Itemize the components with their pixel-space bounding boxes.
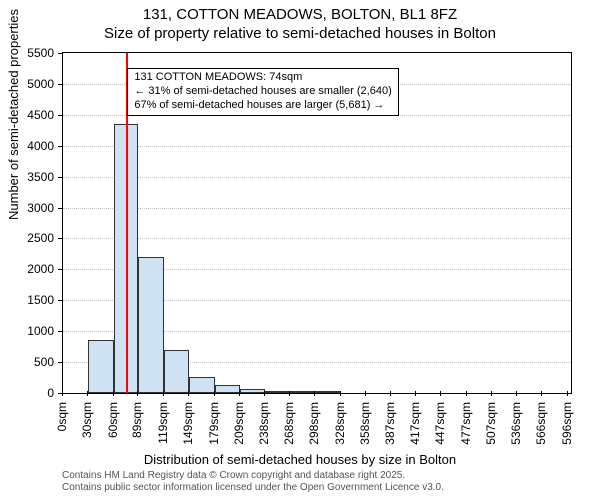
grid-line (63, 177, 571, 178)
x-tick-mark (87, 391, 88, 396)
y-tick-label: 4500 (27, 108, 54, 122)
x-tick-mark (440, 391, 441, 396)
x-tick-mark (188, 391, 189, 396)
histogram-bar (189, 377, 214, 393)
x-tick-mark (163, 391, 164, 396)
y-tick-label: 3000 (27, 201, 54, 215)
x-tick-mark (491, 391, 492, 396)
x-tick-label: 447sqm (433, 402, 447, 445)
histogram-bar (265, 391, 290, 393)
x-tick-mark (239, 391, 240, 396)
annotation-line-1: 131 COTTON MEADOWS: 74sqm (134, 71, 391, 85)
y-tick-label: 5500 (27, 46, 54, 60)
y-tick-label: 500 (34, 355, 54, 369)
x-tick-label: 0sqm (55, 402, 69, 431)
y-tick-label: 2000 (27, 262, 54, 276)
x-tick-label: 238sqm (257, 402, 271, 445)
x-tick-label: 298sqm (307, 402, 321, 445)
y-tick-label: 3500 (27, 170, 54, 184)
x-tick-label: 536sqm (509, 402, 523, 445)
x-tick-label: 268sqm (282, 402, 296, 445)
x-tick-mark (415, 391, 416, 396)
histogram-bar (215, 385, 240, 393)
histogram-bar (315, 391, 340, 393)
x-tick-mark (62, 391, 63, 396)
title-block: 131, COTTON MEADOWS, BOLTON, BL1 8FZ Siz… (0, 0, 600, 44)
x-tick-label: 477sqm (459, 402, 473, 445)
x-tick-label: 358sqm (358, 402, 372, 445)
x-tick-label: 119sqm (156, 402, 170, 444)
x-tick-container: 0sqm30sqm60sqm89sqm119sqm149sqm179sqm209… (62, 396, 572, 446)
x-tick-mark (137, 391, 138, 396)
x-tick-mark (567, 391, 568, 396)
x-tick-label: 30sqm (80, 402, 94, 438)
y-tick-container: 0500100015002000250030003500400045005000… (0, 52, 58, 394)
footer-line-1: Contains HM Land Registry data © Crown c… (62, 470, 444, 482)
y-tick-label: 4000 (27, 139, 54, 153)
x-tick-label: 89sqm (130, 402, 144, 438)
plot-area: 131 COTTON MEADOWS: 74sqm ← 31% of semi-… (62, 52, 572, 394)
chart-subtitle: Size of property relative to semi-detach… (0, 25, 600, 44)
chart-title: 131, COTTON MEADOWS, BOLTON, BL1 8FZ (0, 6, 600, 25)
annotation-line-3: 67% of semi-detached houses are larger (… (134, 99, 391, 113)
footer: Contains HM Land Registry data © Crown c… (62, 470, 444, 494)
x-tick-mark (214, 391, 215, 396)
x-tick-mark (466, 391, 467, 396)
x-tick-mark (289, 391, 290, 396)
x-tick-label: 387sqm (383, 402, 397, 445)
x-tick-label: 417sqm (408, 402, 422, 445)
y-tick-label: 5000 (27, 77, 54, 91)
x-axis-label: Distribution of semi-detached houses by … (0, 452, 600, 467)
x-tick-label: 566sqm (534, 402, 548, 445)
histogram-bar (240, 389, 265, 393)
y-tick-label: 2500 (27, 231, 54, 245)
footer-line-2: Contains public sector information licen… (62, 482, 444, 494)
x-tick-label: 596sqm (560, 402, 574, 445)
chart-container: 131, COTTON MEADOWS, BOLTON, BL1 8FZ Siz… (0, 0, 600, 500)
annotation-line-2: ← 31% of semi-detached houses are smalle… (134, 85, 391, 99)
x-tick-label: 328sqm (333, 402, 347, 445)
x-tick-label: 179sqm (207, 402, 221, 445)
x-tick-label: 507sqm (484, 402, 498, 445)
histogram-bar (88, 340, 113, 393)
x-tick-mark (516, 391, 517, 396)
grid-line (63, 146, 571, 147)
x-tick-mark (390, 391, 391, 396)
x-tick-mark (314, 391, 315, 396)
x-tick-label: 60sqm (106, 402, 120, 438)
x-tick-mark (541, 391, 542, 396)
x-tick-label: 149sqm (181, 402, 195, 445)
grid-line (63, 238, 571, 239)
histogram-bar (138, 257, 163, 393)
histogram-bar (290, 391, 315, 393)
y-tick-label: 1500 (27, 293, 54, 307)
x-tick-mark (340, 391, 341, 396)
x-tick-label: 209sqm (232, 402, 246, 445)
x-tick-mark (264, 391, 265, 396)
histogram-bar (164, 350, 189, 393)
x-tick-mark (365, 391, 366, 396)
x-tick-mark (113, 391, 114, 396)
grid-line (63, 208, 571, 209)
y-tick-label: 0 (47, 386, 54, 400)
annotation-box: 131 COTTON MEADOWS: 74sqm ← 31% of semi-… (127, 68, 398, 115)
y-tick-label: 1000 (27, 324, 54, 338)
